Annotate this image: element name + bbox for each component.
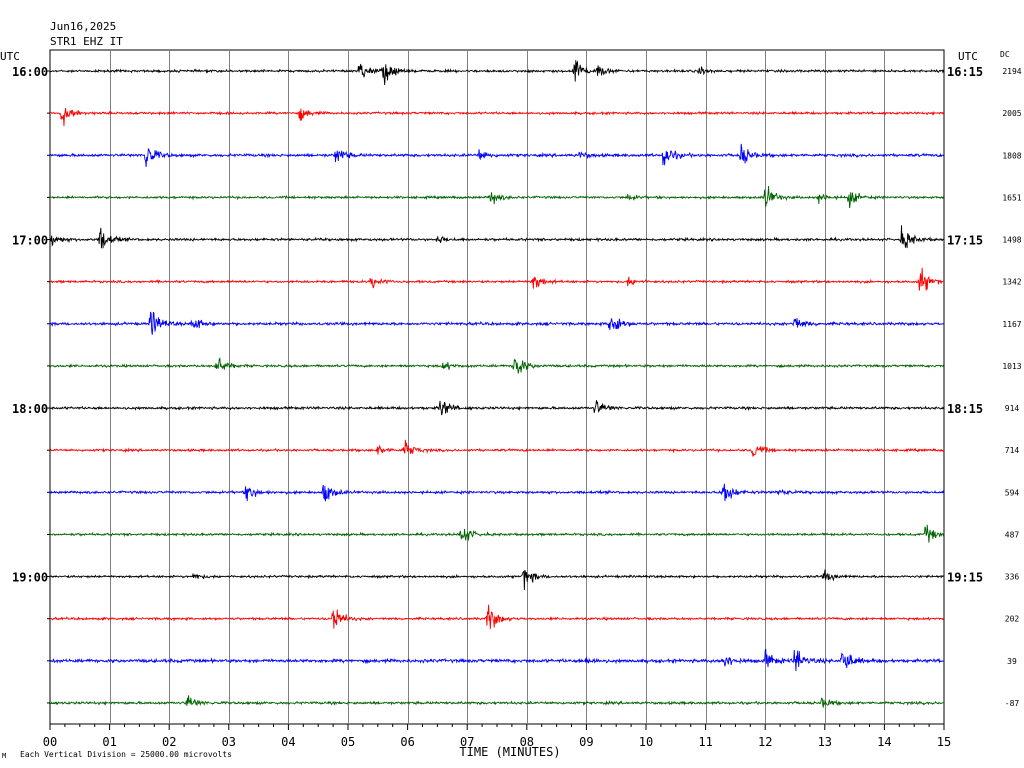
seismic-trace — [49, 225, 945, 249]
right-timezone-label: UTC — [958, 50, 978, 63]
grid-lines — [49, 49, 945, 725]
left-time-label: 19:00 — [12, 571, 48, 585]
x-tick-label: 14 — [877, 735, 891, 749]
dc-offset-label: 2194 — [1002, 67, 1021, 76]
x-tick-label: 02 — [162, 735, 176, 749]
dc-offset-label: 1013 — [1002, 362, 1021, 371]
seismic-trace — [49, 267, 945, 291]
dc-offset-label: 2005 — [1002, 109, 1021, 118]
seismic-trace — [49, 439, 945, 457]
right-time-label: 16:15 — [947, 65, 983, 79]
x-tick-label: 13 — [818, 735, 832, 749]
right-time-label: 17:15 — [947, 234, 983, 248]
dc-offset-label: 487 — [1005, 530, 1020, 539]
dc-offset-label: 1808 — [1002, 151, 1021, 160]
dc-offset-label: 336 — [1005, 573, 1020, 582]
dc-offset-label: 202 — [1005, 615, 1020, 624]
left-time-label: 17:00 — [12, 234, 48, 248]
seismic-trace — [49, 604, 945, 630]
scale-note: Each Vertical Division = 25000.00 microv… — [20, 750, 232, 759]
x-tick-label: 04 — [281, 735, 295, 749]
date-label: Jun16,2025 — [50, 20, 117, 33]
right-time-label: 18:15 — [947, 402, 983, 416]
seismic-trace — [49, 185, 945, 209]
seismic-trace — [49, 524, 945, 543]
right-time-label: 19:15 — [947, 571, 983, 585]
dc-label: DC — [1000, 50, 1010, 59]
x-tick-label: 01 — [102, 735, 116, 749]
corner-mark: M — [2, 752, 7, 760]
plot-frame — [49, 49, 945, 725]
dc-offset-label: 714 — [1005, 446, 1020, 455]
seismic-trace — [49, 648, 945, 671]
x-tick-label: 08 — [520, 735, 534, 749]
x-tick-label: 12 — [758, 735, 772, 749]
seismic-trace — [49, 311, 945, 335]
x-axis-label: TIME (MINUTES) — [459, 745, 560, 759]
x-tick-label: 06 — [400, 735, 414, 749]
x-tick-label: 15 — [937, 735, 951, 749]
dc-offset-label: 1651 — [1002, 193, 1021, 202]
left-timezone-label: UTC — [0, 50, 20, 63]
dc-offset-label: 39 — [1007, 657, 1017, 666]
x-tick-label: 07 — [460, 735, 474, 749]
x-tick-label: 10 — [639, 735, 653, 749]
dc-offset-label: 594 — [1005, 488, 1020, 497]
dc-offset-label: 914 — [1005, 404, 1020, 413]
seismic-trace — [49, 143, 945, 167]
seismic-trace — [49, 695, 945, 708]
trace-group: 2194 2005 1808 1651 1498 1342 1167 1013 914 714 59… — [12, 60, 1022, 708]
seismic-trace — [49, 483, 945, 502]
seismic-trace — [49, 400, 945, 416]
dc-offset-label: 1167 — [1002, 320, 1021, 329]
x-tick-label: 03 — [222, 735, 236, 749]
x-tick-label: 11 — [698, 735, 712, 749]
seismic-trace — [49, 569, 945, 590]
dc-offset-label: 1498 — [1002, 236, 1021, 245]
x-tick-label: 00 — [43, 735, 57, 749]
dc-offset-label: -87 — [1005, 699, 1020, 708]
x-tick-label: 05 — [341, 735, 355, 749]
dc-offset-label: 1342 — [1002, 278, 1021, 287]
seismic-trace — [49, 357, 945, 374]
station-label: STR1 EHZ IT — [50, 35, 123, 48]
x-axis: 00 01 02 03 04 05 06 07 08 09 10 11 12 13 14 15 TIME (MI… — [43, 724, 951, 759]
left-time-label: 18:00 — [12, 402, 48, 416]
seismic-trace — [49, 60, 945, 86]
left-time-label: 16:00 — [12, 65, 48, 79]
seismic-trace — [49, 108, 945, 127]
x-tick-label: 09 — [579, 735, 593, 749]
